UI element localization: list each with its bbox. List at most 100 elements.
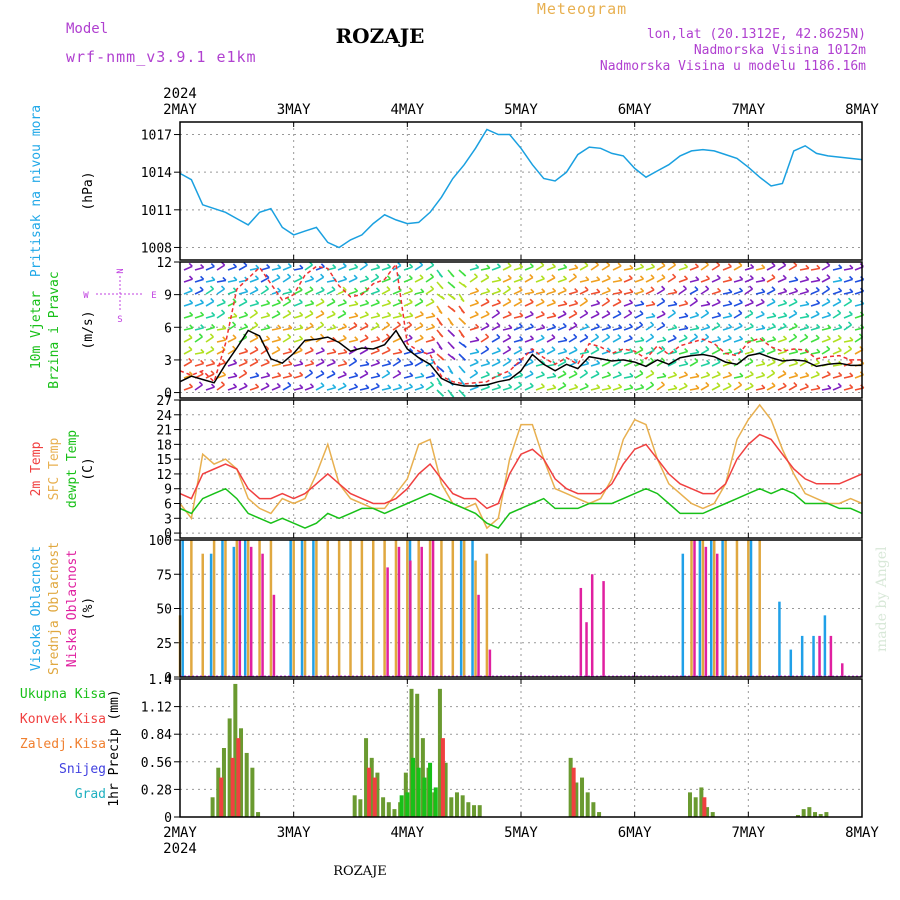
wind-barb: [540, 334, 545, 339]
wind-barb: [788, 374, 798, 379]
wind-barb: [451, 284, 456, 289]
wind-barb: [700, 288, 709, 295]
wind-barb: [821, 327, 831, 331]
bar: [807, 807, 812, 817]
bar: [371, 540, 375, 677]
wind-barb: [683, 382, 688, 387]
wind-barb: [716, 322, 721, 327]
wind-barb: [496, 287, 502, 292]
wind-barb: [221, 346, 226, 351]
wind-barb: [370, 375, 380, 379]
wind-barb: [601, 361, 611, 367]
wind-barb: [308, 369, 314, 374]
wind-barb: [205, 300, 215, 307]
y-axis-label: Brzina i Pravac: [47, 271, 62, 388]
wind-barb: [331, 370, 336, 375]
wind-barb: [761, 360, 766, 365]
wind-barb: [612, 360, 622, 367]
wind-barb: [711, 361, 721, 367]
bar: [250, 767, 255, 817]
wind-barb: [315, 385, 325, 391]
wind-barb: [579, 279, 589, 283]
wind-barb: [238, 326, 248, 331]
wind-barb: [705, 381, 710, 387]
wind-barb: [343, 360, 348, 365]
x-tick-label-bottom: 8MAY: [845, 825, 879, 841]
wind-barb: [210, 383, 216, 388]
wind-barb: [194, 362, 204, 367]
bar: [399, 795, 404, 817]
wind-barb: [821, 277, 831, 283]
wind-barb: [365, 360, 370, 365]
wind-barb: [783, 287, 788, 293]
wind-barb: [238, 290, 248, 295]
wind-barb: [320, 310, 325, 315]
wind-barb: [429, 381, 435, 386]
wind-barb: [766, 338, 776, 343]
bar: [749, 540, 753, 677]
wind-barb: [507, 262, 512, 267]
wind-barb: [661, 262, 666, 267]
wind-barb: [849, 264, 854, 269]
wind-barb: [419, 322, 424, 327]
wind-barb: [518, 322, 523, 328]
wind-barb: [568, 336, 578, 343]
wind-barb: [183, 337, 193, 343]
bar: [474, 560, 477, 677]
wind-barb: [678, 266, 688, 271]
x-tick-label-top: 7MAY: [731, 102, 765, 118]
bar: [454, 792, 459, 817]
wind-barb: [429, 273, 435, 278]
wind-barb: [414, 277, 424, 283]
wind-barb: [332, 348, 337, 353]
wind-barb: [837, 382, 842, 387]
bar: [190, 540, 193, 677]
wind-barb: [750, 347, 755, 352]
wind-barb: [552, 312, 557, 317]
wind-barb: [711, 385, 721, 391]
wind-barb: [491, 325, 501, 331]
series-line: [179, 403, 863, 530]
wind-barb: [243, 382, 248, 387]
wind-barb: [293, 374, 303, 379]
wind-barb: [799, 336, 809, 343]
wind-barb: [733, 338, 743, 343]
wind-barb: [552, 287, 557, 292]
y-tick-label: 1014: [141, 166, 172, 181]
x-tick-label-bottom: 6MAY: [618, 825, 652, 841]
wind-barb: [221, 359, 226, 364]
bar: [702, 797, 707, 817]
wind-barb: [403, 337, 413, 343]
wind-barb: [667, 351, 677, 355]
wind-barb: [760, 347, 766, 352]
wind-barb: [264, 285, 270, 290]
wind-barb: [205, 326, 215, 331]
series-line: [179, 329, 862, 387]
wind-barb: [755, 301, 765, 307]
wind-barb: [449, 321, 454, 326]
wind-barb: [727, 359, 732, 364]
wind-barb: [744, 277, 754, 283]
wind-barb: [507, 274, 512, 279]
wind-barb: [254, 383, 260, 388]
wind-barb: [370, 301, 380, 307]
wind-barb: [656, 348, 666, 355]
wind-barb: [491, 266, 501, 271]
wind-barb: [704, 309, 710, 314]
wind-barb: [568, 349, 578, 355]
wind-barb: [381, 288, 391, 295]
wind-barb: [623, 337, 633, 343]
wind-barb: [260, 385, 270, 391]
wind-barb: [414, 291, 424, 295]
wind-barb: [359, 289, 369, 295]
wind-barb: [364, 334, 369, 339]
bar: [230, 757, 235, 817]
wind-barb: [260, 327, 270, 331]
wind-barb: [744, 325, 754, 331]
wind-barb: [733, 375, 743, 379]
wind-barb: [706, 300, 711, 305]
wind-barb: [183, 327, 193, 331]
wind-barb: [381, 278, 391, 283]
wind-barb: [749, 323, 754, 328]
wind-barb: [755, 387, 765, 391]
